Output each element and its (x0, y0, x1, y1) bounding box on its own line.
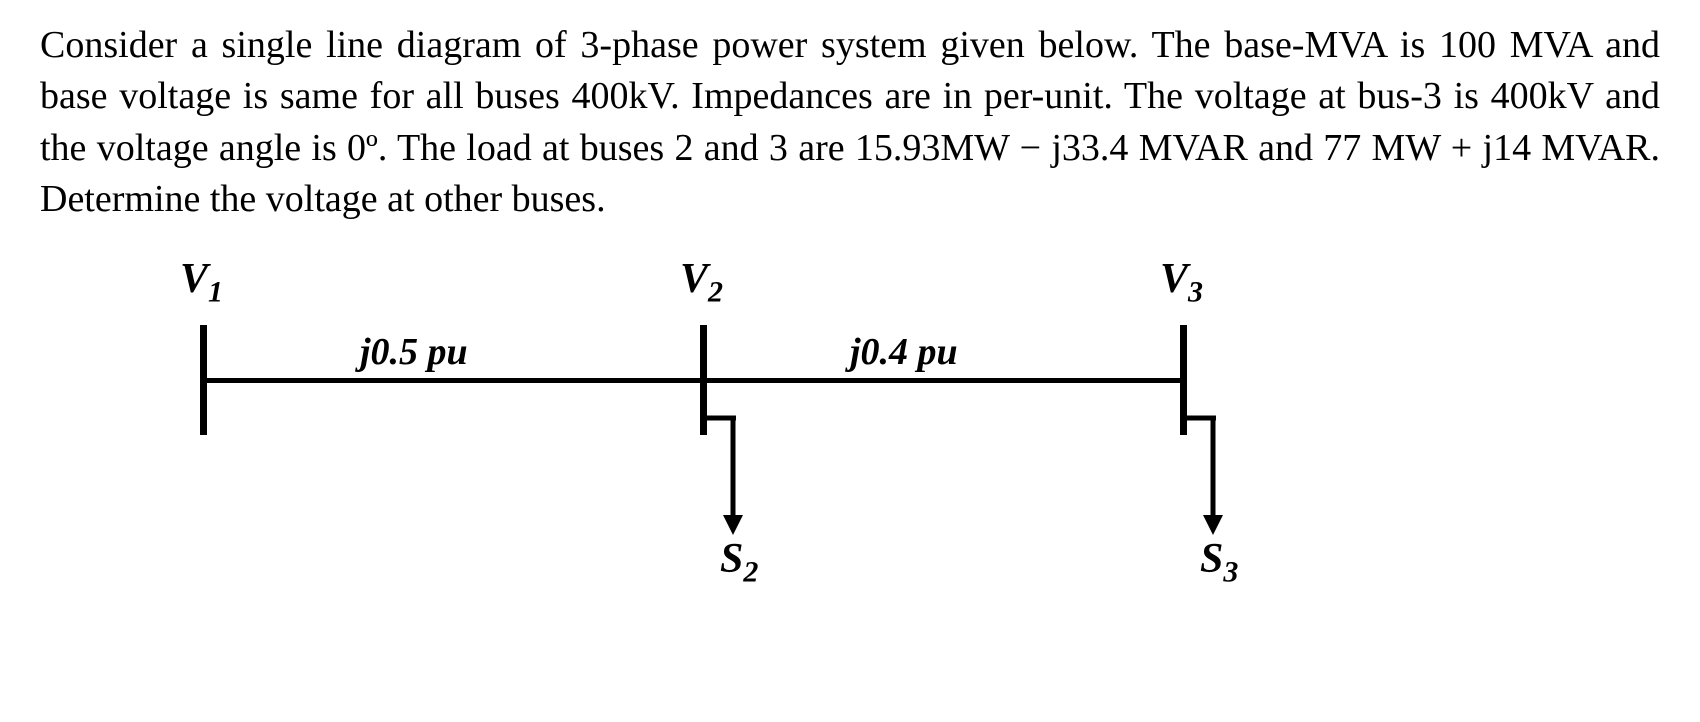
bus-label-v3: V3 (1160, 255, 1203, 309)
bus-v2-subscript: 2 (708, 276, 723, 309)
single-line-diagram: V1 V2 V3 j0.5 pu j0.4 pu S2 S3 (170, 255, 1370, 635)
line-segment-12 (203, 378, 703, 383)
load-arrow-s2 (700, 380, 780, 545)
impedance-label-23: j0.4 pu (850, 330, 958, 374)
load-label-s3: S3 (1200, 535, 1238, 589)
load-s2-letter: S (720, 536, 743, 582)
bus-label-v2: V2 (680, 255, 723, 309)
bus-v1-subscript: 1 (208, 276, 223, 309)
load-s2-subscript: 2 (743, 556, 758, 589)
load-s3-letter: S (1200, 536, 1223, 582)
load-label-s2: S2 (720, 535, 758, 589)
bus-v2-letter: V (680, 256, 708, 302)
load-s3-subscript: 3 (1223, 556, 1238, 589)
load-arrow-s3 (1180, 380, 1260, 545)
impedance-label-12: j0.5 pu (360, 330, 468, 374)
bus-v1-letter: V (180, 256, 208, 302)
bus-v3-subscript: 3 (1188, 276, 1203, 309)
bus-label-v1: V1 (180, 255, 223, 309)
bus-v3-letter: V (1160, 256, 1188, 302)
problem-statement: Consider a single line diagram of 3-phas… (40, 20, 1660, 225)
